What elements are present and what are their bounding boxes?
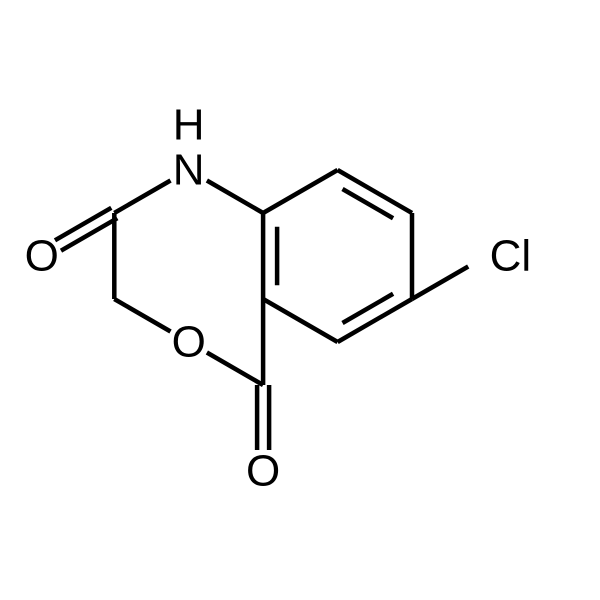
- atom-label-o: O: [172, 318, 206, 367]
- molecule-diagram: Cl NH O O O: [0, 0, 600, 600]
- bond-line: [114, 181, 170, 213]
- atom-label-o: O: [25, 232, 59, 281]
- bond-line: [207, 181, 263, 213]
- bond-line: [412, 267, 468, 299]
- atom-label-o: O: [246, 447, 280, 496]
- atom-label-n: N: [173, 146, 205, 195]
- atom-label-h: H: [173, 101, 205, 150]
- bond-line: [343, 294, 394, 323]
- bond-line: [207, 353, 263, 385]
- bond-line: [114, 299, 170, 331]
- bond-line: [343, 189, 394, 218]
- atom-label-cl: Cl: [490, 232, 532, 281]
- bond-line: [263, 299, 338, 342]
- bond-line: [263, 170, 338, 213]
